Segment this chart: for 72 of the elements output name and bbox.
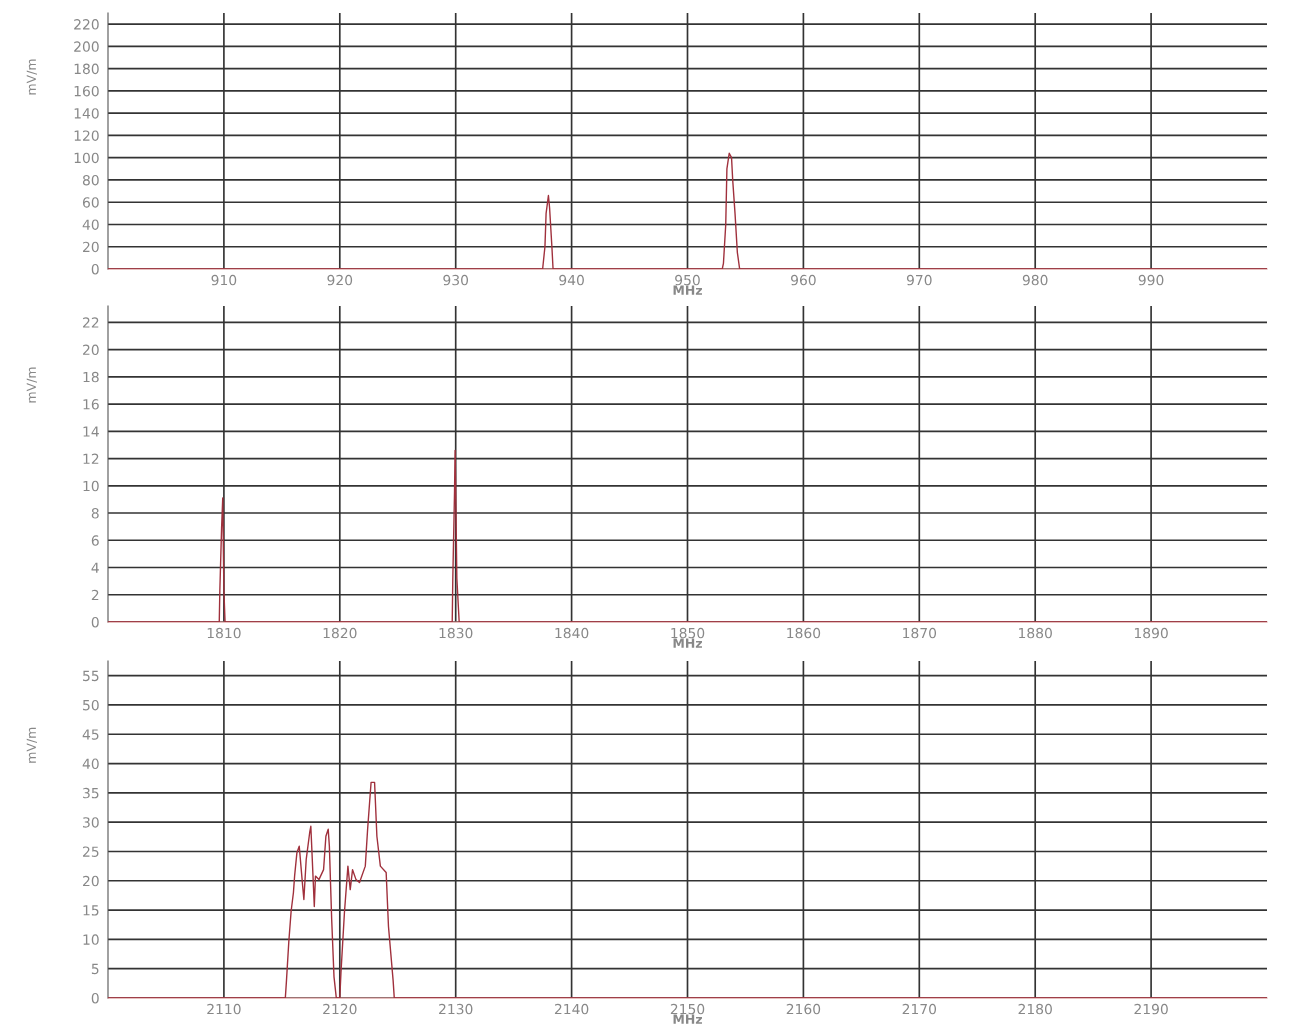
x-tick-label: 960 — [791, 274, 816, 286]
y-tick-label: 20 — [83, 875, 99, 887]
y-tick-label: 35 — [83, 787, 99, 799]
y-tick-label: 4 — [91, 562, 99, 573]
x-tick-label: 2160 — [786, 1003, 821, 1015]
x-tick-label: 1850 — [671, 627, 705, 639]
y-tick-label: 0 — [91, 992, 99, 1004]
x-axis-title: MHz — [673, 285, 702, 295]
y-tick-label: 45 — [82, 729, 99, 740]
x-tick-label: 1880 — [1019, 627, 1052, 639]
y-axis-title: mV/m — [26, 727, 38, 763]
y-tick-label: 180 — [74, 63, 99, 75]
x-tick-label: 920 — [327, 274, 353, 286]
y-tick-label: 60 — [82, 197, 99, 208]
y-tick-label: 15 — [83, 905, 99, 916]
y-tick-label: 200 — [74, 41, 99, 52]
y-tick-label: 18 — [83, 371, 99, 383]
x-tick-label: 950 — [675, 274, 700, 286]
x-tick-label: 970 — [906, 274, 932, 286]
y-tick-label: 100 — [74, 152, 99, 164]
y-tick-label: 2 — [91, 589, 99, 601]
x-tick-label: 2170 — [902, 1003, 937, 1015]
x-tick-label: 1810 — [207, 627, 241, 639]
y-tick-label: 10 — [83, 934, 99, 945]
y-tick-label: 50 — [83, 699, 99, 711]
x-tick-label: 1870 — [903, 627, 937, 639]
x-tick-label: 980 — [1022, 274, 1048, 286]
y-tick-label: 22 — [83, 317, 99, 328]
y-tick-label: 140 — [74, 108, 99, 119]
x-tick-label: 1840 — [555, 627, 589, 639]
x-tick-label: 940 — [559, 274, 584, 286]
y-tick-label: 55 — [83, 670, 99, 682]
x-tick-label: 2140 — [554, 1003, 589, 1015]
x-tick-label: 990 — [1138, 274, 1164, 286]
line-series — [108, 781, 1267, 998]
x-tick-label: 2110 — [207, 1003, 241, 1015]
line-series — [108, 449, 1267, 622]
y-tick-label: 0 — [91, 616, 99, 628]
x-tick-label: 910 — [211, 274, 237, 286]
y-tick-label: 10 — [83, 480, 99, 492]
x-tick-label: 2120 — [323, 1003, 357, 1015]
y-tick-label: 20 — [83, 241, 99, 253]
y-tick-label: 14 — [83, 426, 99, 437]
x-tick-label: 1860 — [787, 627, 821, 639]
y-axis-title: mV/m — [26, 59, 38, 95]
x-tick-label: 2190 — [1134, 1003, 1168, 1015]
y-tick-label: 5 — [91, 963, 99, 975]
y-tick-label: 40 — [82, 219, 99, 230]
x-axis-title: MHz — [673, 1014, 702, 1024]
y-tick-label: 0 — [91, 263, 99, 275]
line-series — [108, 152, 1267, 269]
y-tick-label: 120 — [74, 130, 99, 141]
x-tick-label: 2180 — [1018, 1003, 1052, 1015]
y-tick-label: 16 — [83, 399, 99, 410]
x-tick-label: 2150 — [670, 1003, 705, 1015]
y-tick-label: 20 — [83, 344, 99, 356]
y-tick-label: 220 — [74, 19, 99, 30]
y-tick-label: 12 — [83, 453, 99, 464]
y-tick-label: 80 — [82, 174, 99, 186]
y-tick-label: 30 — [83, 817, 99, 828]
y-axis-title: mV/m — [26, 367, 38, 403]
y-tick-label: 8 — [91, 508, 99, 519]
y-tick-label: 40 — [82, 758, 99, 770]
y-tick-label: 25 — [83, 846, 99, 857]
x-tick-label: 1830 — [439, 627, 473, 639]
y-tick-label: 6 — [91, 535, 99, 546]
x-axis-title: MHz — [673, 638, 702, 648]
x-tick-label: 2130 — [439, 1003, 473, 1015]
x-tick-label: 930 — [443, 274, 469, 286]
y-tick-label: 160 — [74, 85, 99, 97]
x-tick-label: 1820 — [323, 627, 357, 639]
x-tick-label: 1890 — [1134, 627, 1168, 639]
